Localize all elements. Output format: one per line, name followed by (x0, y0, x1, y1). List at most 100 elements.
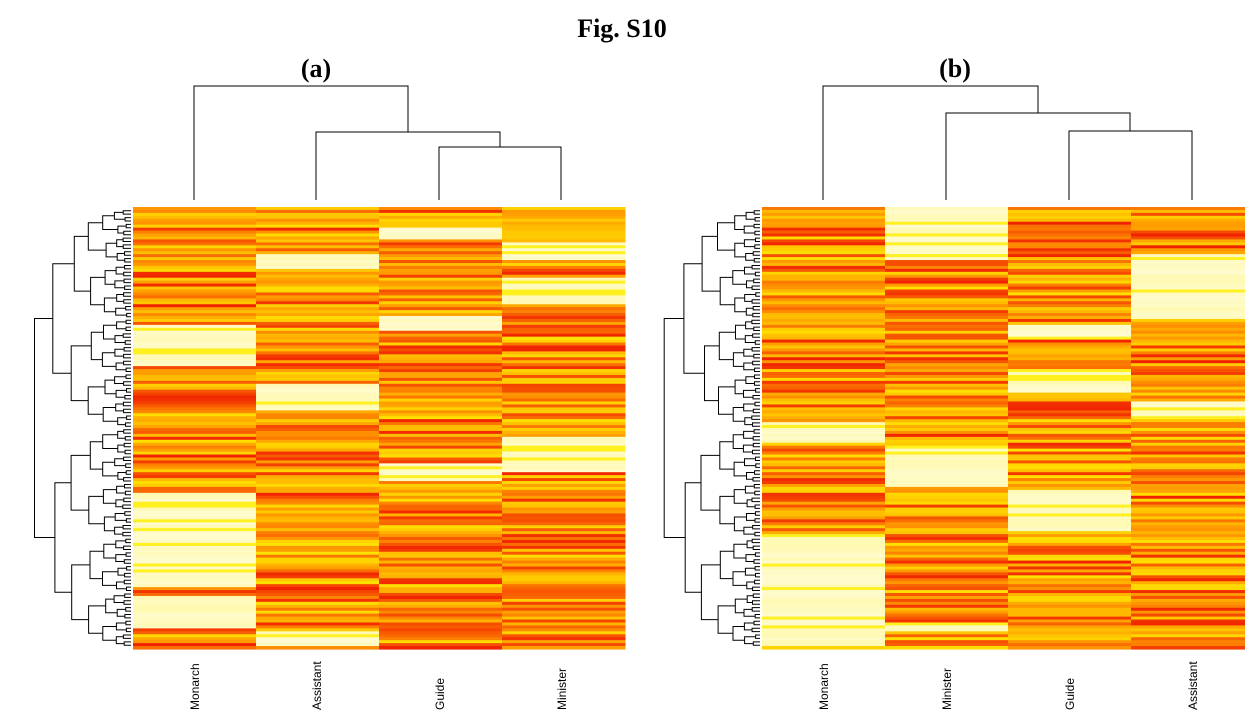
heatmap-a-cell (256, 430, 380, 435)
heatmap-b-cell (762, 339, 886, 344)
heatmap-b-cell (885, 333, 1009, 338)
heatmap-b-cell (762, 212, 886, 217)
heatmap-a-cell (133, 257, 257, 261)
heatmap-b-cell (885, 215, 1009, 220)
heatmap-a-cell (256, 545, 380, 550)
heatmap-a-cell (133, 516, 257, 520)
heatmap-a-cell (502, 460, 626, 464)
heatmap-a-cell (502, 307, 626, 311)
heatmap-b-cell (885, 451, 1009, 456)
heatmap-b-cell (762, 643, 886, 647)
heatmap-b-cell (762, 598, 886, 603)
heatmap-a-cell (133, 386, 257, 391)
figure-title: Fig. S10 (577, 14, 667, 43)
heatmap-b-cell (1008, 466, 1132, 470)
heatmap-a-cell (502, 581, 626, 585)
heatmap-a-cell (502, 262, 626, 267)
heatmap-b-cell (1131, 401, 1245, 406)
heatmap-b-cell (762, 295, 886, 299)
heatmap-a-cell (133, 245, 257, 249)
heatmap-a-cell (502, 643, 626, 647)
heatmap-b-cell (885, 581, 1009, 585)
heatmap-a-cell (502, 513, 626, 517)
heatmap-a-cell (502, 483, 626, 488)
heatmap-a-cell (133, 472, 257, 476)
heatmap-a-cell (256, 286, 380, 291)
heatmap-a-cell (379, 578, 503, 582)
heatmap-a-cell (256, 439, 380, 444)
heatmap-a-cell (256, 531, 380, 535)
heatmap-a-cell (256, 445, 380, 450)
heatmap-a-cell (256, 419, 380, 423)
heatmap-b-cell (1131, 230, 1245, 235)
heatmap-b-cell (885, 425, 1009, 429)
heatmap-b-cell (1008, 425, 1132, 429)
heatmap-b-cell (762, 307, 886, 311)
heatmap-a-cell (502, 575, 626, 579)
heatmap-a-cell (133, 525, 257, 529)
heatmap-b-cell (885, 510, 1009, 515)
heatmap-a-cell (502, 345, 626, 350)
heatmap-a-cell (379, 428, 503, 432)
heatmap-a-cell (256, 230, 380, 235)
heatmap-b-cell (762, 516, 886, 520)
heatmap-b-cell (762, 425, 886, 429)
heatmap-b-cell (885, 410, 1009, 414)
heatmap-b-cell (1131, 339, 1245, 344)
heatmap-a-cell (379, 628, 503, 632)
heatmap-a-cell (133, 348, 257, 352)
heatmap-a-cell (256, 277, 380, 282)
heatmap-a-cell (256, 457, 380, 462)
heatmap-b-cell (1008, 212, 1132, 217)
heatmap-a-cell (133, 486, 257, 491)
heatmap-a-cell (133, 236, 257, 241)
heatmap-b-cell (1131, 363, 1245, 367)
heatmap-b-cell (1008, 374, 1132, 379)
heatmap-a-cell (133, 268, 257, 273)
heatmap-b-cell (1008, 581, 1132, 585)
heatmap-a-cell (502, 572, 626, 576)
heatmap-a-cell (133, 607, 257, 612)
heatmap-b-cell (1131, 534, 1245, 538)
heatmap-a-cell (133, 572, 257, 576)
heatmap-a-cell (133, 318, 257, 323)
heatmap-b-cell (885, 646, 1009, 650)
heatmap-b-cell (1131, 542, 1245, 547)
heatmap-b-cell (1008, 507, 1132, 512)
heatmap-a-cell (256, 265, 380, 270)
heatmap-a-cell (379, 439, 503, 444)
heatmap-b-cell (1008, 404, 1132, 408)
heatmap-a-cell (502, 584, 626, 588)
heatmap-a-cell (256, 227, 380, 232)
heatmap-b-cell (762, 410, 886, 414)
heatmap-b-cell (1131, 257, 1245, 261)
heatmap-a-cell (256, 389, 380, 394)
heatmap-b-cell (762, 369, 886, 373)
heatmap-b-cell (1131, 522, 1245, 526)
heatmap-b-cell (762, 209, 886, 214)
heatmap-b-cell (1008, 525, 1132, 529)
heatmap-b-cell (1008, 610, 1132, 615)
heatmap-a-cell (133, 265, 257, 270)
heatmap-a-cell (379, 607, 503, 612)
heatmap-b-cell (1008, 501, 1132, 506)
heatmap-b-cell (762, 354, 886, 358)
heatmap-b-cell (1131, 472, 1245, 476)
heatmap-a-cell (502, 407, 626, 411)
heatmap-b-cell (1131, 304, 1245, 308)
heatmap-b-cell (1131, 407, 1245, 411)
heatmap-a-cell (256, 233, 380, 238)
heatmap-b-cell (1131, 545, 1245, 550)
heatmap-a-cell (502, 604, 626, 609)
heatmap-b-cell (1008, 224, 1132, 229)
heatmap-b-cell (885, 587, 1009, 591)
heatmap-a-cell (379, 342, 503, 347)
heatmap-b-cell (1131, 519, 1245, 523)
heatmap-a-cell (502, 454, 626, 459)
heatmap-a-cell (256, 519, 380, 523)
heatmap-a-cell (133, 492, 257, 497)
heatmap-b-cell (1131, 425, 1245, 429)
heatmap-a-cell (256, 374, 380, 379)
heatmap-a-cell (502, 313, 626, 317)
heatmap-a-cell (133, 280, 257, 285)
